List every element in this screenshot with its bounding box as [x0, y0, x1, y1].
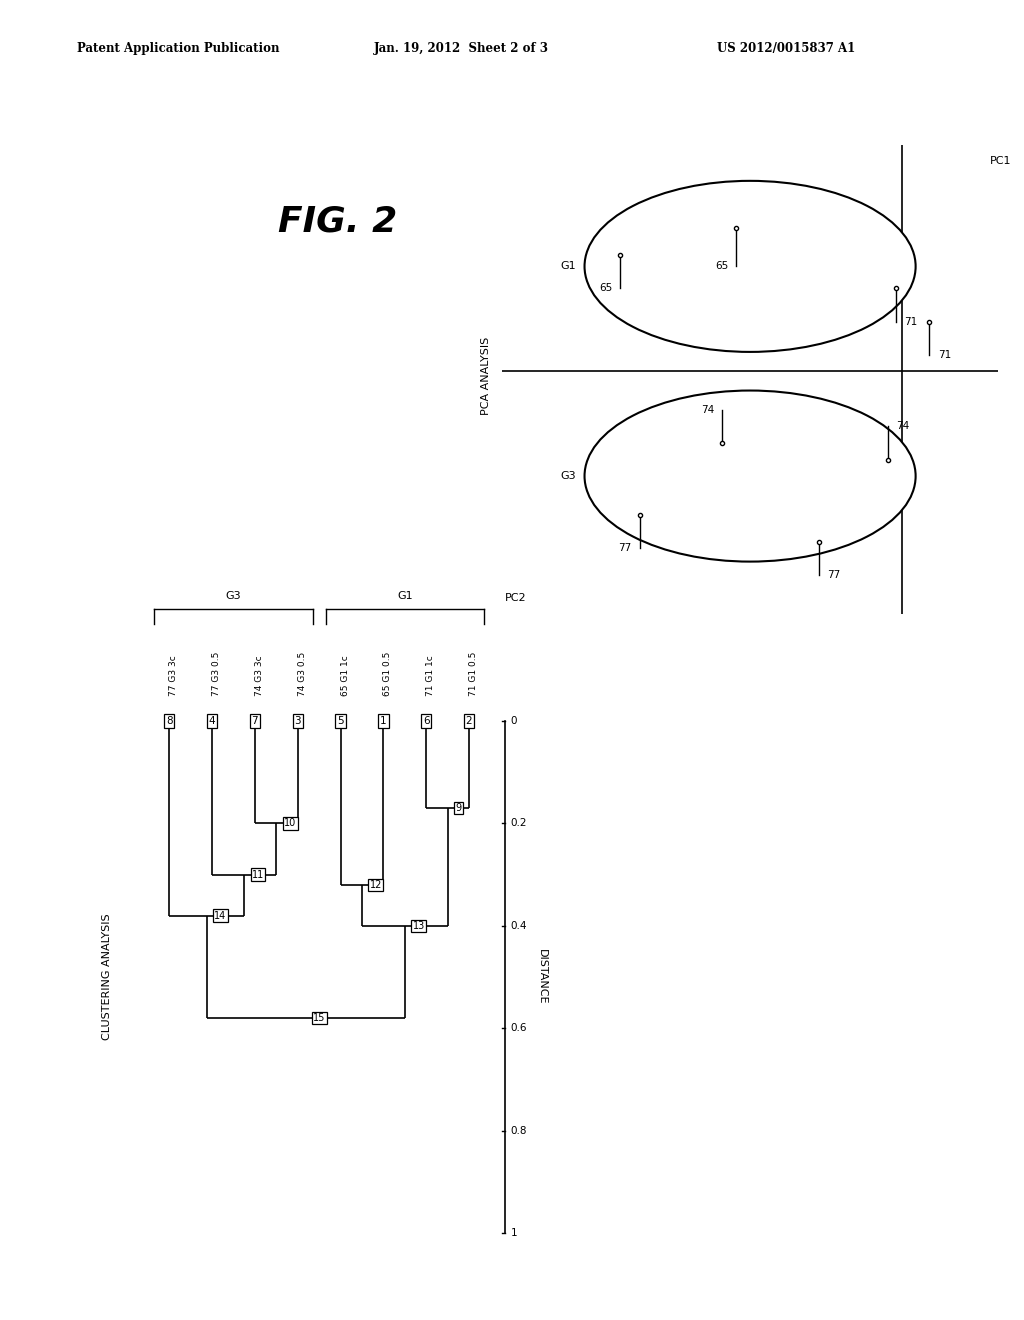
Ellipse shape [585, 181, 915, 352]
Text: 0.8: 0.8 [511, 1126, 527, 1135]
Text: G1: G1 [560, 261, 577, 272]
Text: 0.4: 0.4 [511, 921, 527, 931]
Text: 12: 12 [370, 880, 382, 890]
Text: 71 G1 1c: 71 G1 1c [426, 655, 435, 696]
Text: 13: 13 [413, 921, 425, 931]
Text: 1: 1 [511, 1228, 517, 1238]
Text: 7: 7 [252, 717, 258, 726]
Text: 71: 71 [904, 317, 918, 326]
Text: 77: 77 [618, 543, 632, 553]
Text: 0.6: 0.6 [511, 1023, 527, 1034]
Text: 6: 6 [423, 717, 429, 726]
Text: 2: 2 [466, 717, 472, 726]
Text: 77: 77 [827, 570, 841, 581]
Text: 8: 8 [166, 717, 173, 726]
Text: 3: 3 [294, 717, 301, 726]
Text: Patent Application Publication: Patent Application Publication [77, 42, 280, 55]
Text: 65 G1 1c: 65 G1 1c [341, 655, 349, 696]
Text: 74: 74 [701, 405, 714, 414]
Text: G3: G3 [560, 471, 577, 480]
Text: PC2: PC2 [505, 593, 526, 603]
Ellipse shape [585, 391, 915, 561]
Text: 5: 5 [337, 717, 344, 726]
Text: 10: 10 [284, 818, 296, 829]
Text: DISTANCE: DISTANCE [537, 949, 547, 1005]
Text: 0: 0 [511, 717, 517, 726]
Text: 11: 11 [252, 870, 264, 879]
Text: 1: 1 [380, 717, 387, 726]
Text: PCA ANALYSIS: PCA ANALYSIS [481, 337, 492, 416]
Text: 71: 71 [938, 350, 951, 359]
Text: 15: 15 [313, 1012, 326, 1023]
Text: CLUSTERING ANALYSIS: CLUSTERING ANALYSIS [102, 913, 113, 1040]
Text: 65: 65 [599, 284, 612, 293]
Text: G1: G1 [397, 591, 413, 601]
Text: 77 G3 0.5: 77 G3 0.5 [212, 651, 221, 696]
Text: PC1: PC1 [990, 156, 1012, 166]
Text: 65: 65 [715, 261, 728, 272]
Text: US 2012/0015837 A1: US 2012/0015837 A1 [717, 42, 855, 55]
Text: 14: 14 [214, 911, 226, 920]
Text: 65 G1 0.5: 65 G1 0.5 [383, 651, 392, 696]
Text: 4: 4 [209, 717, 215, 726]
Text: 9: 9 [456, 803, 462, 813]
Text: 77 G3 3c: 77 G3 3c [169, 655, 178, 696]
Text: 0.2: 0.2 [511, 818, 527, 829]
Text: Jan. 19, 2012  Sheet 2 of 3: Jan. 19, 2012 Sheet 2 of 3 [374, 42, 549, 55]
Text: FIG. 2: FIG. 2 [279, 205, 397, 239]
Text: 74: 74 [896, 421, 909, 432]
Text: 74 G3 0.5: 74 G3 0.5 [298, 651, 307, 696]
Text: G3: G3 [225, 591, 242, 601]
Text: 71 G1 0.5: 71 G1 0.5 [469, 651, 478, 696]
Text: 74 G3 3c: 74 G3 3c [255, 655, 264, 696]
